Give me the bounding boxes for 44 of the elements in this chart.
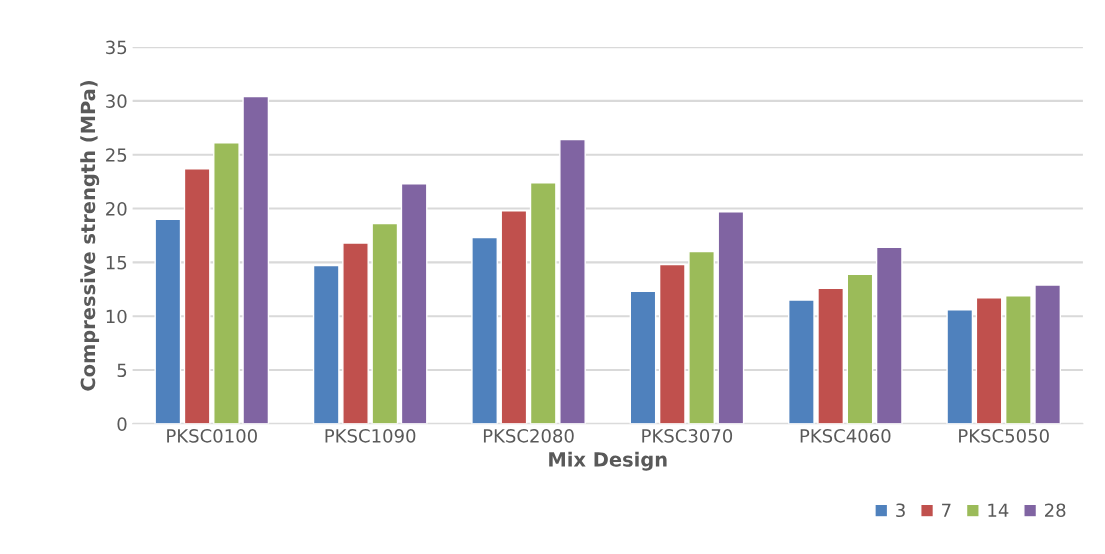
bar <box>1034 284 1062 424</box>
bar <box>500 209 528 424</box>
y-tick-label: 35 <box>106 40 127 55</box>
bar <box>471 236 498 424</box>
bar <box>213 142 240 424</box>
x-tick-label: PKSC1090 <box>325 428 416 443</box>
legend-label: 28 <box>1045 503 1066 518</box>
y-tick-label: 5 <box>117 363 127 378</box>
bar <box>559 138 586 424</box>
bar <box>875 246 903 424</box>
bar <box>629 290 657 424</box>
bar <box>183 168 211 424</box>
bar <box>658 263 686 424</box>
bar <box>688 250 715 424</box>
bar <box>717 211 745 424</box>
y-tick-label: 15 <box>106 256 127 270</box>
bar <box>312 264 340 424</box>
legend-label: 14 <box>988 503 1009 517</box>
x-axis-title: Mix Design <box>549 451 667 471</box>
x-tick-label: PKSC2080 <box>483 428 574 443</box>
x-tick-label: PKSC3070 <box>642 428 733 443</box>
x-tick-label: PKSC5050 <box>959 428 1049 443</box>
legend-label: 3 <box>896 503 905 518</box>
bar <box>242 95 270 424</box>
bar <box>1004 295 1032 424</box>
y-tick-label: 30 <box>106 94 127 109</box>
bar <box>371 222 399 424</box>
bar <box>400 183 428 424</box>
bar <box>342 242 369 424</box>
y-tick-label: 10 <box>106 309 127 324</box>
y-axis-title: Compressive strength (MPa) <box>80 80 100 391</box>
x-tick-label: PKSC4060 <box>800 428 891 443</box>
bar <box>846 273 874 424</box>
y-tick-label: 25 <box>106 148 127 162</box>
bar <box>946 309 974 424</box>
bar <box>975 297 1003 424</box>
y-tick-label: 20 <box>106 202 127 216</box>
bar <box>529 182 557 424</box>
x-tick-label: PKSC0100 <box>167 428 257 443</box>
bar <box>788 299 815 424</box>
bar <box>817 287 845 424</box>
y-tick-label: 0 <box>117 417 127 431</box>
bar <box>154 218 182 424</box>
legend-label: 7 <box>942 503 951 517</box>
